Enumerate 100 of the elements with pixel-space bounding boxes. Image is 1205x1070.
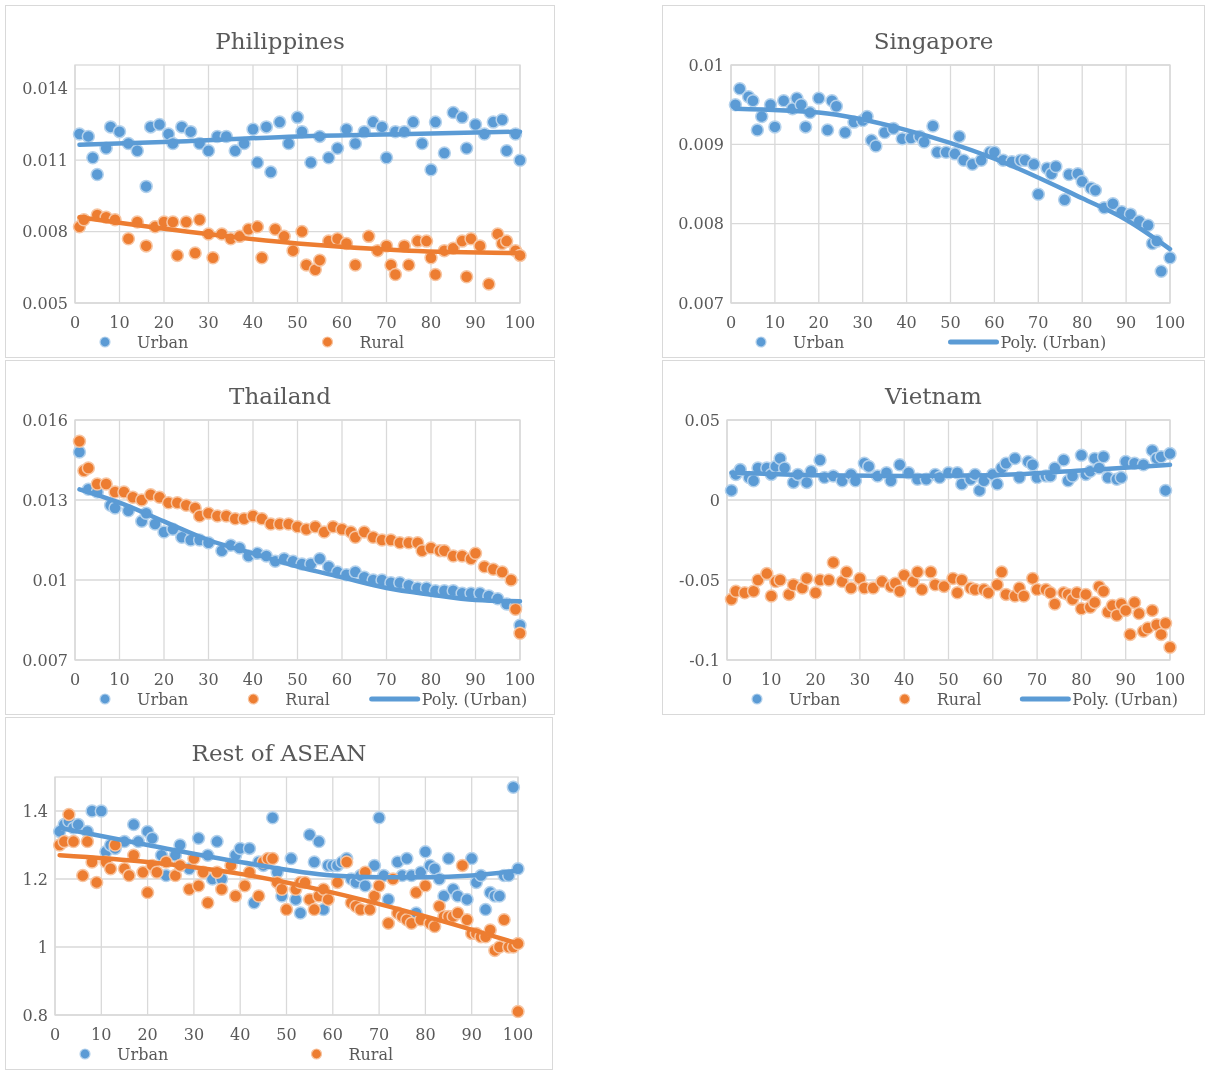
y-tick-label: 0.008 <box>678 214 724 234</box>
x-tick-label: 100 <box>504 313 536 332</box>
x-tick-label: 30 <box>849 670 871 689</box>
x-tick-label: 20 <box>153 313 175 332</box>
x-tick-label: 20 <box>808 313 829 332</box>
x-tick-label: 100 <box>504 670 536 689</box>
x-tick-label: 0 <box>69 670 81 689</box>
point <box>259 120 274 134</box>
y-tick-label: 1 <box>37 937 48 957</box>
x-tick-label: 0 <box>725 313 737 332</box>
point <box>112 124 127 139</box>
point <box>375 120 389 134</box>
point <box>499 234 514 248</box>
point <box>264 165 278 179</box>
chart-title: Singapore <box>873 28 994 54</box>
y-tick-label: 0.009 <box>678 134 724 154</box>
point <box>406 115 420 129</box>
y-tick-label: 1.4 <box>22 801 48 821</box>
point <box>321 151 336 165</box>
point <box>86 151 100 165</box>
point <box>464 232 478 246</box>
point <box>459 141 474 156</box>
x-tick-label: 10 <box>761 670 782 689</box>
point <box>152 117 167 132</box>
y-tick-label: 0.05 <box>684 410 720 430</box>
point <box>268 222 282 236</box>
point <box>286 243 300 258</box>
point <box>468 117 483 132</box>
point <box>499 143 514 158</box>
legend-label: Rural <box>359 332 405 352</box>
point <box>455 110 469 125</box>
point <box>482 277 496 291</box>
point <box>139 239 153 253</box>
point <box>428 267 443 282</box>
point <box>468 546 483 561</box>
x-tick-label: 60 <box>322 1025 343 1044</box>
x-tick-label: 50 <box>287 670 308 689</box>
point <box>201 143 216 158</box>
x-tick-label: 0 <box>69 313 81 332</box>
x-tick-label: 40 <box>242 670 264 689</box>
point <box>495 113 509 127</box>
x-tick-label: 10 <box>109 313 130 332</box>
point <box>428 115 443 129</box>
point <box>188 246 202 260</box>
point <box>504 573 518 587</box>
x-tick-label: 30 <box>852 313 873 332</box>
point <box>170 248 185 263</box>
chart-title: Rest of ASEAN <box>191 740 367 766</box>
x-tick-label: 70 <box>1028 313 1049 332</box>
point <box>272 115 287 129</box>
point <box>255 251 269 265</box>
point <box>290 110 305 125</box>
point <box>424 162 438 177</box>
x-tick-label: 40 <box>896 313 917 332</box>
x-tick-label: 20 <box>805 670 826 689</box>
y-tick-label: 0.016 <box>22 410 68 430</box>
legend-label: Urban <box>137 689 189 709</box>
x-tick-label: 20 <box>137 1025 158 1044</box>
x-tick-label: 80 <box>1071 670 1092 689</box>
y-tick-label: 0.013 <box>22 490 68 510</box>
point <box>139 179 153 194</box>
x-tick-label: 90 <box>465 670 486 689</box>
legend-label: Rural <box>285 689 330 709</box>
point <box>121 232 136 246</box>
point <box>459 270 474 284</box>
y-tick-label: 0.007 <box>678 293 724 313</box>
point <box>295 224 309 239</box>
chart-title: Vietnam <box>884 383 983 409</box>
legend-label: Urban <box>117 1044 169 1064</box>
point <box>166 215 180 229</box>
point <box>192 212 207 227</box>
x-tick-label: 70 <box>1026 670 1048 689</box>
point <box>250 220 265 234</box>
point <box>513 153 527 167</box>
x-tick-label: 90 <box>465 313 486 332</box>
chart-title: Thailand <box>229 383 332 409</box>
x-tick-label: 50 <box>287 313 308 332</box>
point <box>250 155 265 170</box>
x-tick-label: 80 <box>1072 313 1093 332</box>
x-tick-label: 70 <box>376 670 397 689</box>
legend-label: Urban <box>137 332 189 352</box>
point <box>384 258 398 272</box>
y-tick-label: 0.01 <box>688 55 724 75</box>
x-tick-label: 80 <box>415 1025 436 1044</box>
legend-label: Rural <box>348 1044 394 1064</box>
legend-label: Rural <box>936 689 982 709</box>
x-tick-label: 70 <box>376 313 397 332</box>
point <box>437 146 452 160</box>
x-tick-label: 50 <box>940 313 961 332</box>
point <box>81 129 96 144</box>
legend-label: Urban <box>789 689 841 709</box>
chart-title: Philippines <box>215 28 345 54</box>
y-tick-label: 0.01 <box>32 570 68 590</box>
x-tick-label: 70 <box>368 1025 390 1044</box>
x-tick-label: 10 <box>764 313 786 332</box>
point <box>228 143 242 158</box>
x-tick-label: 90 <box>1115 670 1136 689</box>
y-tick-label: 0.014 <box>22 79 68 99</box>
point <box>183 124 198 139</box>
y-tick-label: 0.011 <box>22 150 68 170</box>
